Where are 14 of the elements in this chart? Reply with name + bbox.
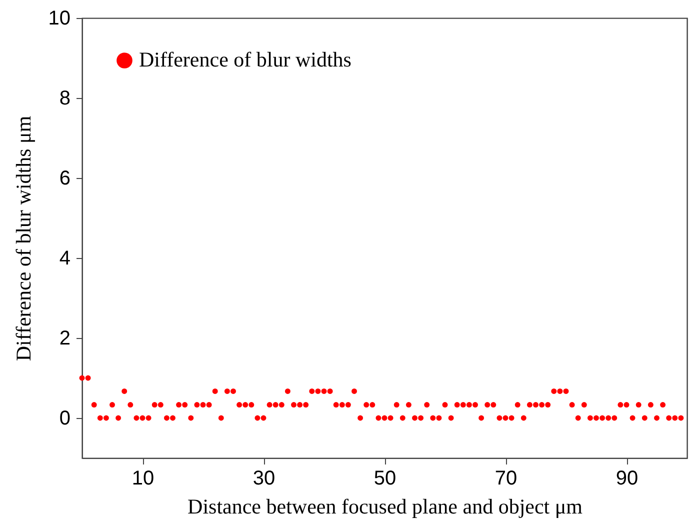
y-axis-title: Difference of blur widths μm	[11, 116, 36, 362]
y-tick-label: 2	[59, 328, 70, 350]
x-tick-label: 70	[494, 468, 518, 490]
y-tick-label: 0	[59, 408, 70, 430]
x-tick-label: 90	[616, 468, 638, 490]
y-tick-label: 8	[59, 88, 70, 110]
x-axis-title: Distance between focused plane and object μm	[188, 494, 582, 518]
x-tick-label: 30	[252, 468, 276, 490]
y-tick-label: 10	[48, 8, 70, 30]
x-tick-label: 10	[132, 468, 154, 490]
y-tick-label: 4	[59, 248, 70, 270]
x-tick-label: 50	[374, 468, 396, 490]
y-tick-label: 6	[59, 168, 70, 190]
legend-label: Difference of blur widths	[139, 48, 352, 72]
